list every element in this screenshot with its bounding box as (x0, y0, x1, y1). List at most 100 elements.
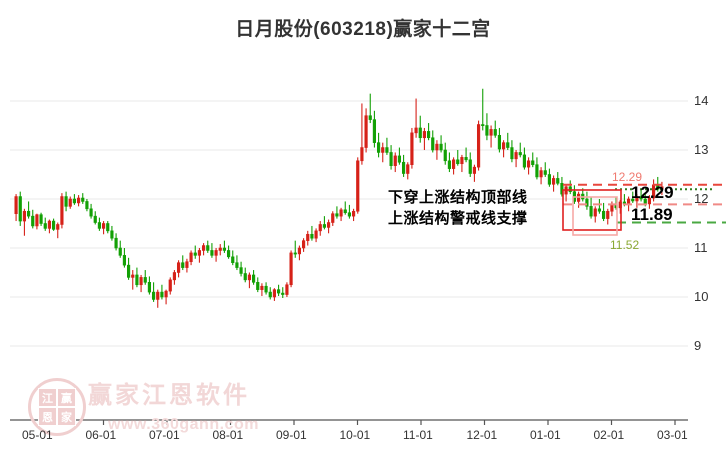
candle-body (281, 292, 285, 295)
candle-body (447, 160, 452, 169)
y-axis-tick: 9 (694, 338, 702, 353)
x-axis-tick-label: 12-01 (466, 428, 498, 442)
candle-body (214, 250, 218, 256)
candle-body (301, 240, 306, 249)
candle-body (431, 137, 435, 151)
candle-body (147, 282, 152, 293)
candle-body (439, 143, 443, 151)
candle-body (60, 196, 64, 225)
x-axis-tick-label: 02-01 (593, 428, 625, 442)
candle-body (326, 222, 331, 228)
candle-body (14, 196, 18, 215)
candle-series (14, 88, 664, 308)
candle-body (597, 208, 602, 212)
candle-body (376, 142, 381, 153)
candle-body (560, 183, 564, 195)
candle-body (522, 154, 527, 168)
top-level-small: 12.29 (612, 170, 643, 184)
candle-body (76, 197, 81, 204)
candle-body (626, 198, 631, 205)
candle-body (85, 201, 89, 210)
candle-body (610, 204, 614, 212)
candle-body (189, 252, 193, 263)
candle-body (397, 155, 402, 163)
candle-body (314, 230, 318, 239)
page-title: 日月股份(603218)赢家十二宫 (235, 19, 491, 40)
candle-body (106, 223, 110, 232)
candle-body (201, 245, 206, 251)
candle-body (293, 252, 297, 255)
candle-body (251, 274, 256, 283)
candle-body (297, 247, 302, 255)
candle-body (501, 142, 506, 150)
candle-body (256, 282, 260, 290)
candle-body (193, 252, 197, 256)
x-axis-tick-label: 10-01 (339, 428, 371, 442)
candle-body (343, 209, 347, 214)
candle-body (264, 285, 268, 293)
x-axis-tick-label: 03-01 (657, 428, 688, 442)
candle-body (510, 147, 514, 160)
candle-body (318, 224, 322, 232)
candle-body (306, 233, 310, 241)
candle-body (331, 213, 335, 223)
warn-price-tag: 11.89 (631, 205, 673, 224)
candle-body (206, 245, 210, 251)
top-structure-line-label: 下穿上涨结构顶部线 (388, 189, 528, 206)
candle-body (543, 170, 547, 175)
structure-box-solid (562, 189, 622, 231)
candle-body (322, 224, 327, 228)
candle-body (489, 129, 493, 136)
candle-body (272, 289, 277, 298)
candle-body (381, 147, 385, 153)
y-axis-tick: 13 (694, 142, 709, 157)
candle-body (260, 285, 264, 290)
candle-body (451, 159, 456, 169)
candle-body (226, 250, 231, 258)
y-axis-tick: 14 (694, 93, 709, 108)
candle-body (606, 210, 610, 219)
candle-body (476, 124, 481, 168)
candle-body (56, 224, 60, 230)
candle-body (414, 127, 418, 134)
candle-body (231, 256, 235, 264)
candle-body (143, 277, 147, 283)
candle-body (97, 222, 102, 229)
warning-line-support-label: 上涨结构警戒线支撑 (388, 210, 528, 227)
candle-body (243, 273, 247, 281)
candle-body (101, 223, 106, 229)
candle-body (93, 215, 97, 223)
y-axis-tick: 12 (694, 191, 709, 206)
candle-body (168, 279, 172, 292)
x-axis-tick-label: 11-01 (403, 428, 433, 442)
candle-body (235, 262, 239, 268)
candle-body (364, 115, 368, 148)
candle-body (360, 147, 364, 162)
candle-body (551, 178, 556, 185)
candle-body (289, 252, 293, 286)
candle-body (139, 277, 143, 286)
candle-body (514, 152, 518, 160)
candle-body (114, 237, 118, 249)
candle-body (118, 247, 122, 256)
candle-body (160, 291, 164, 298)
candle-body (68, 198, 72, 207)
candle-body (631, 198, 635, 202)
candle-body (481, 124, 485, 127)
candle-body (222, 247, 227, 251)
candle-body (35, 214, 39, 227)
candle-body (218, 247, 222, 251)
candle-body (151, 291, 156, 300)
candle-body (593, 208, 597, 217)
candle-body (368, 115, 372, 120)
candle-body (351, 210, 356, 217)
candle-body (64, 196, 68, 207)
candle-body (210, 250, 214, 256)
structure-boxes (562, 189, 622, 236)
candle-body (493, 129, 497, 136)
candle-body (81, 197, 85, 202)
candle-body (185, 261, 189, 268)
candle-body (110, 230, 114, 239)
candle-body (468, 159, 472, 174)
